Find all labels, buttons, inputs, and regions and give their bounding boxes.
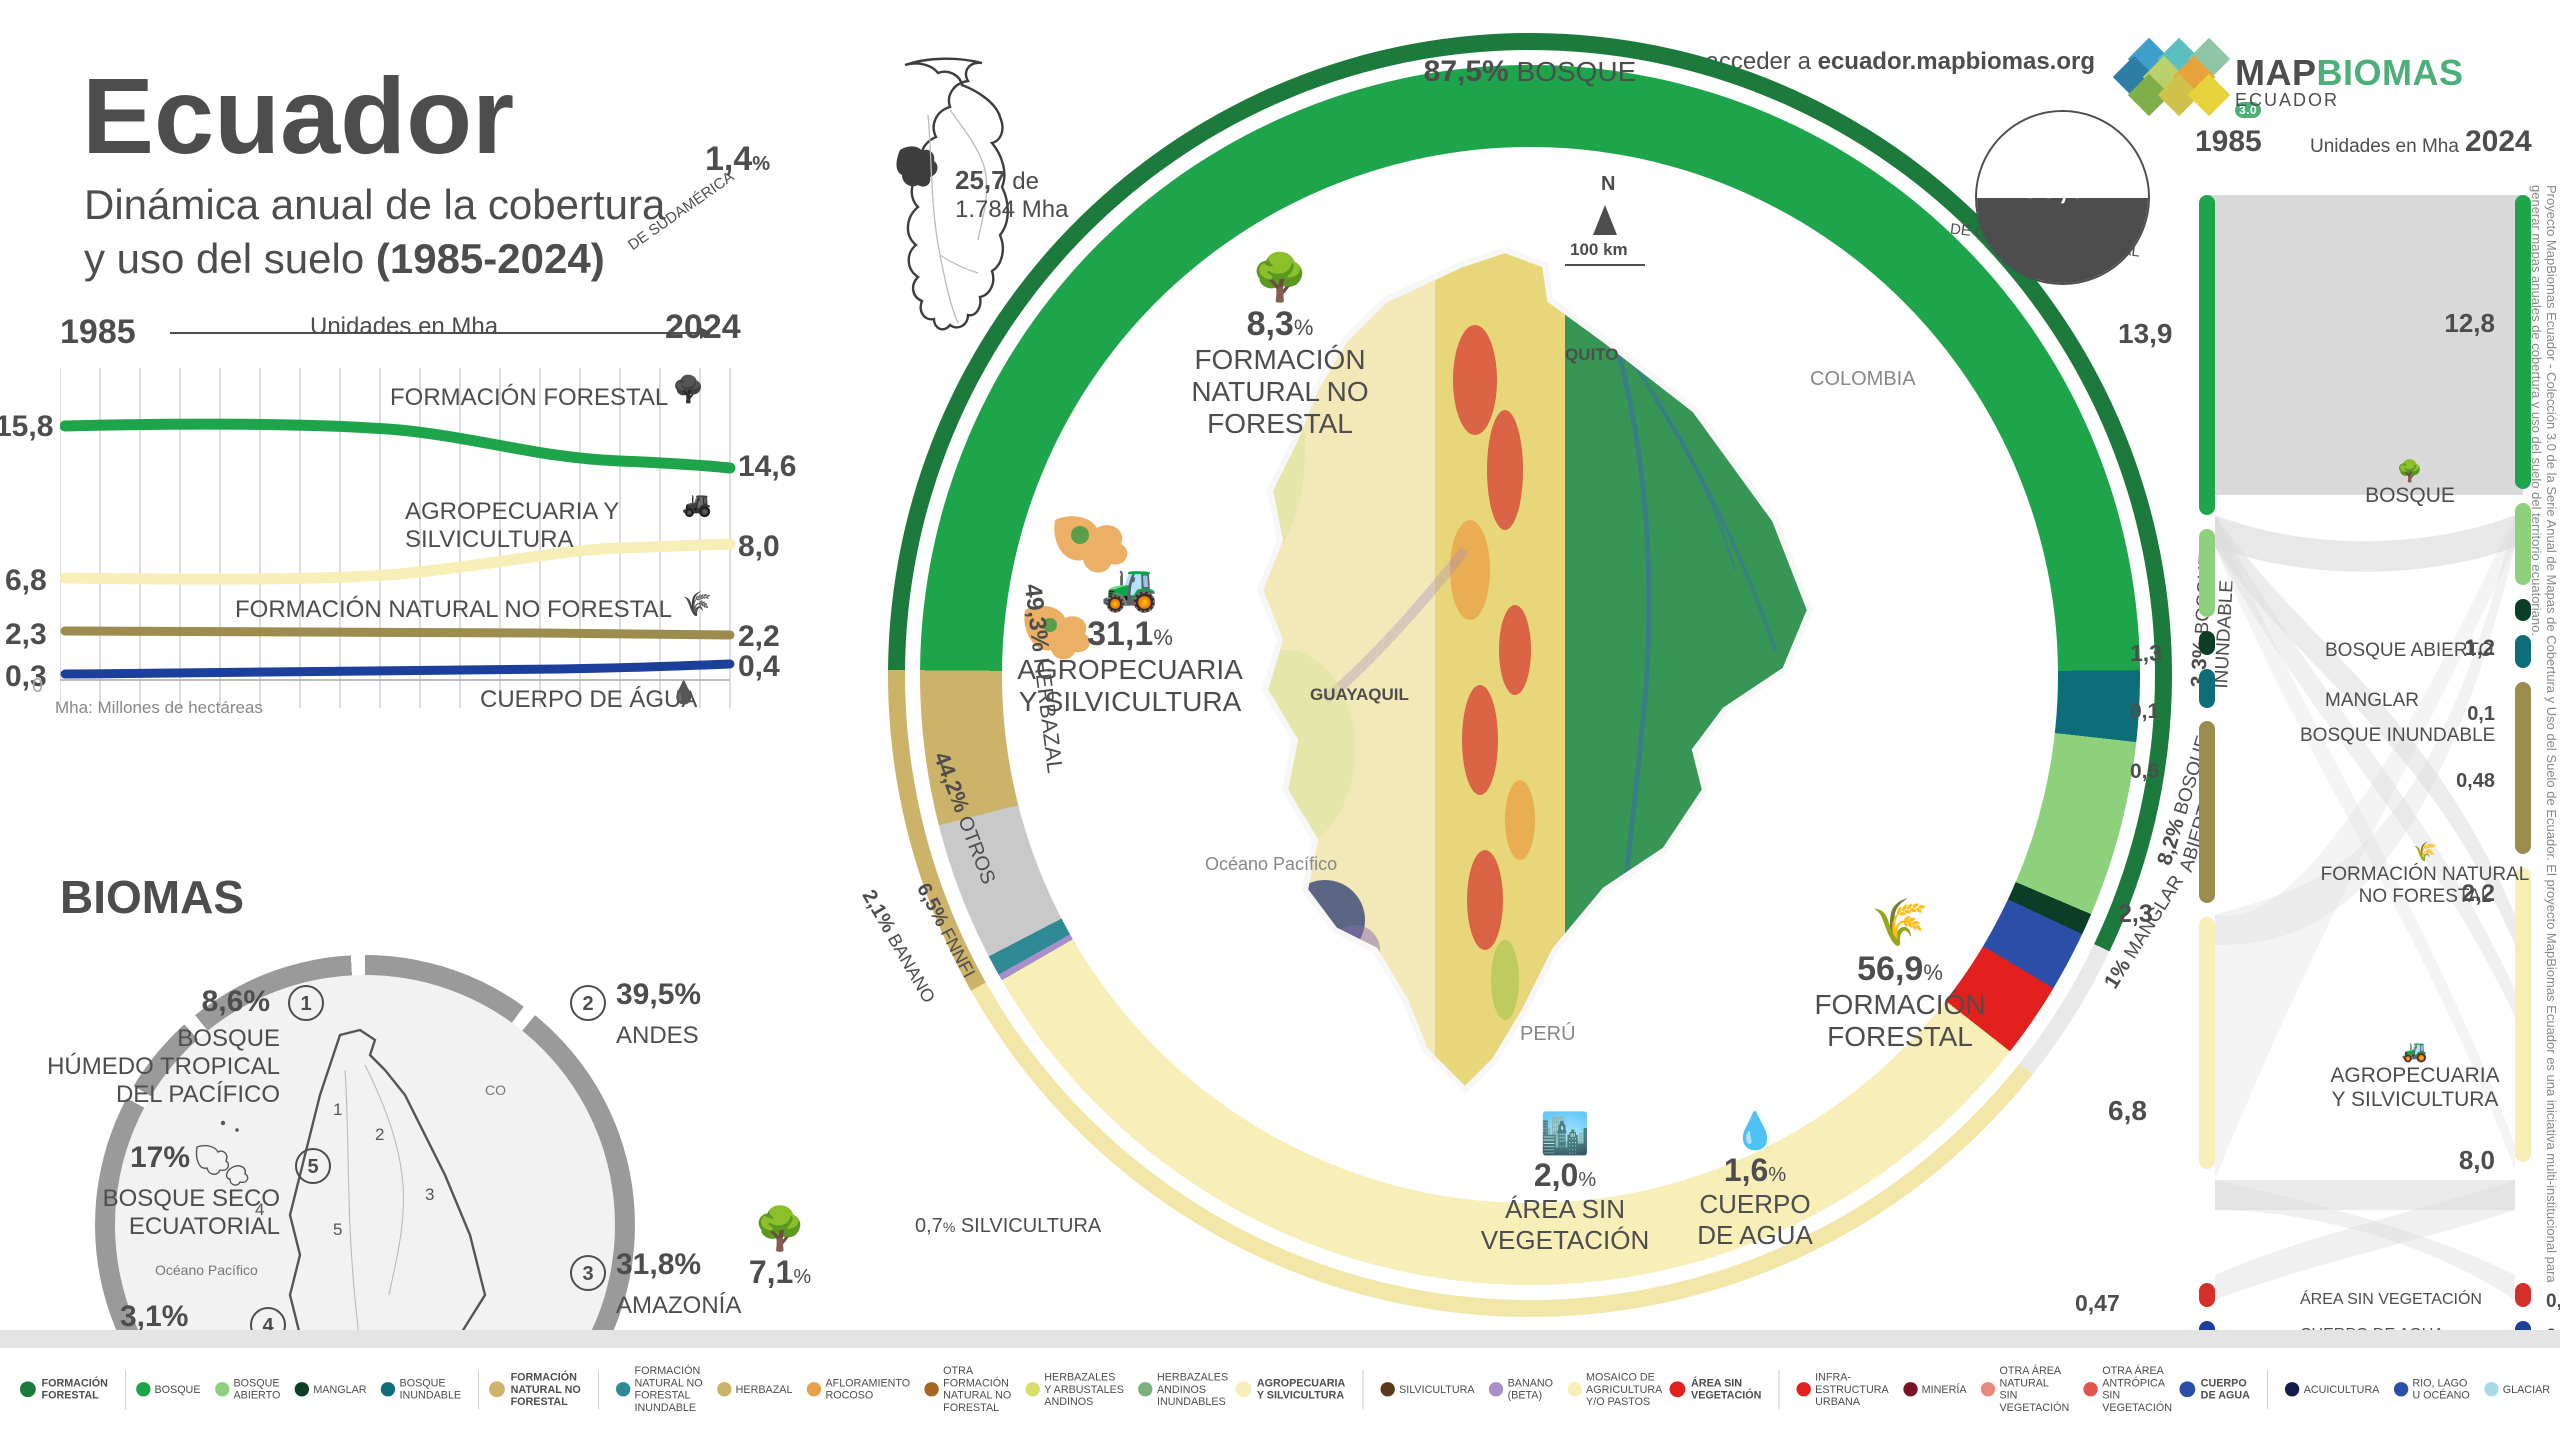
svg-text:N: N <box>1601 173 1615 195</box>
svg-text:PERÚ: PERÚ <box>1520 1022 1576 1045</box>
svg-text:Océano Pacífico: Océano Pacífico <box>155 1262 258 1278</box>
svg-text:COLOMBIA: COLOMBIA <box>1810 368 1916 390</box>
svg-text:5: 5 <box>333 1220 342 1239</box>
svg-text:Océano Pacífico: Océano Pacífico <box>1205 854 1337 874</box>
svg-text:100 km: 100 km <box>1570 240 1628 259</box>
svg-text:2: 2 <box>375 1125 384 1144</box>
svg-text:3: 3 <box>425 1185 434 1204</box>
svg-text:QUITO: QUITO <box>1565 345 1619 364</box>
svg-text:CO: CO <box>485 1082 506 1098</box>
svg-text:1: 1 <box>333 1100 342 1119</box>
svg-text:GUAYAQUIL: GUAYAQUIL <box>1310 685 1409 704</box>
